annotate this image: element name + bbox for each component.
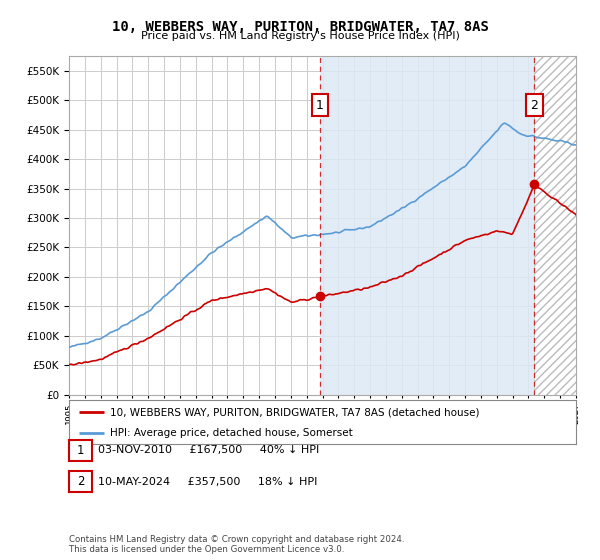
Text: 10, WEBBERS WAY, PURITON, BRIDGWATER, TA7 8AS (detached house): 10, WEBBERS WAY, PURITON, BRIDGWATER, TA… [110,407,479,417]
Bar [535,56,576,395]
Text: 10-MAY-2024     £357,500     18% ↓ HPI: 10-MAY-2024 £357,500 18% ↓ HPI [98,477,317,487]
Text: 1: 1 [316,99,324,111]
Text: HPI: Average price, detached house, Somerset: HPI: Average price, detached house, Some… [110,428,352,437]
Text: 2: 2 [530,99,538,111]
Text: 2: 2 [77,475,84,488]
Text: 1: 1 [77,444,84,457]
Bar [320,56,535,395]
Text: Contains HM Land Registry data © Crown copyright and database right 2024.
This d: Contains HM Land Registry data © Crown c… [69,535,404,554]
Text: Price paid vs. HM Land Registry's House Price Index (HPI): Price paid vs. HM Land Registry's House … [140,31,460,41]
Text: 10, WEBBERS WAY, PURITON, BRIDGWATER, TA7 8AS: 10, WEBBERS WAY, PURITON, BRIDGWATER, TA… [112,20,488,34]
Text: 03-NOV-2010     £167,500     40% ↓ HPI: 03-NOV-2010 £167,500 40% ↓ HPI [98,445,319,455]
